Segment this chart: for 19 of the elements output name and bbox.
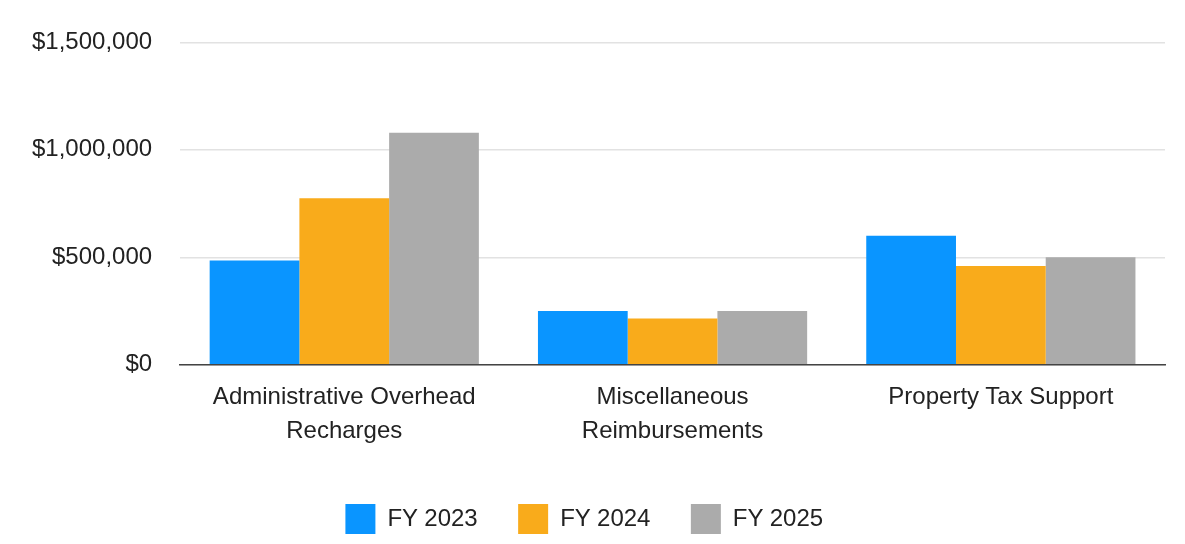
bar: [537, 311, 628, 365]
bar: [717, 311, 808, 365]
bar: [955, 265, 1046, 365]
x-tick-label: Miscellaneous Reimbursements: [581, 382, 764, 443]
x-tick-label: Property Tax Support: [888, 382, 1114, 410]
bar: [627, 318, 718, 365]
bar: [1045, 257, 1136, 365]
y-tick-label: $1,000,000: [31, 134, 153, 162]
y-tick-label: $0: [125, 349, 153, 377]
y-tick-label: $1,500,000: [31, 27, 153, 55]
legend-label: FY 2023: [387, 503, 478, 531]
bar: [299, 198, 390, 365]
legend-label: FY 2025: [732, 503, 824, 531]
y-tick-label: $500,000: [52, 241, 153, 269]
bar: [389, 132, 479, 365]
legend-label: FY 2024: [560, 503, 651, 531]
bar: [209, 260, 300, 365]
bar: [866, 235, 956, 365]
x-tick-label: Administrative Overhead Recharges: [212, 382, 476, 443]
